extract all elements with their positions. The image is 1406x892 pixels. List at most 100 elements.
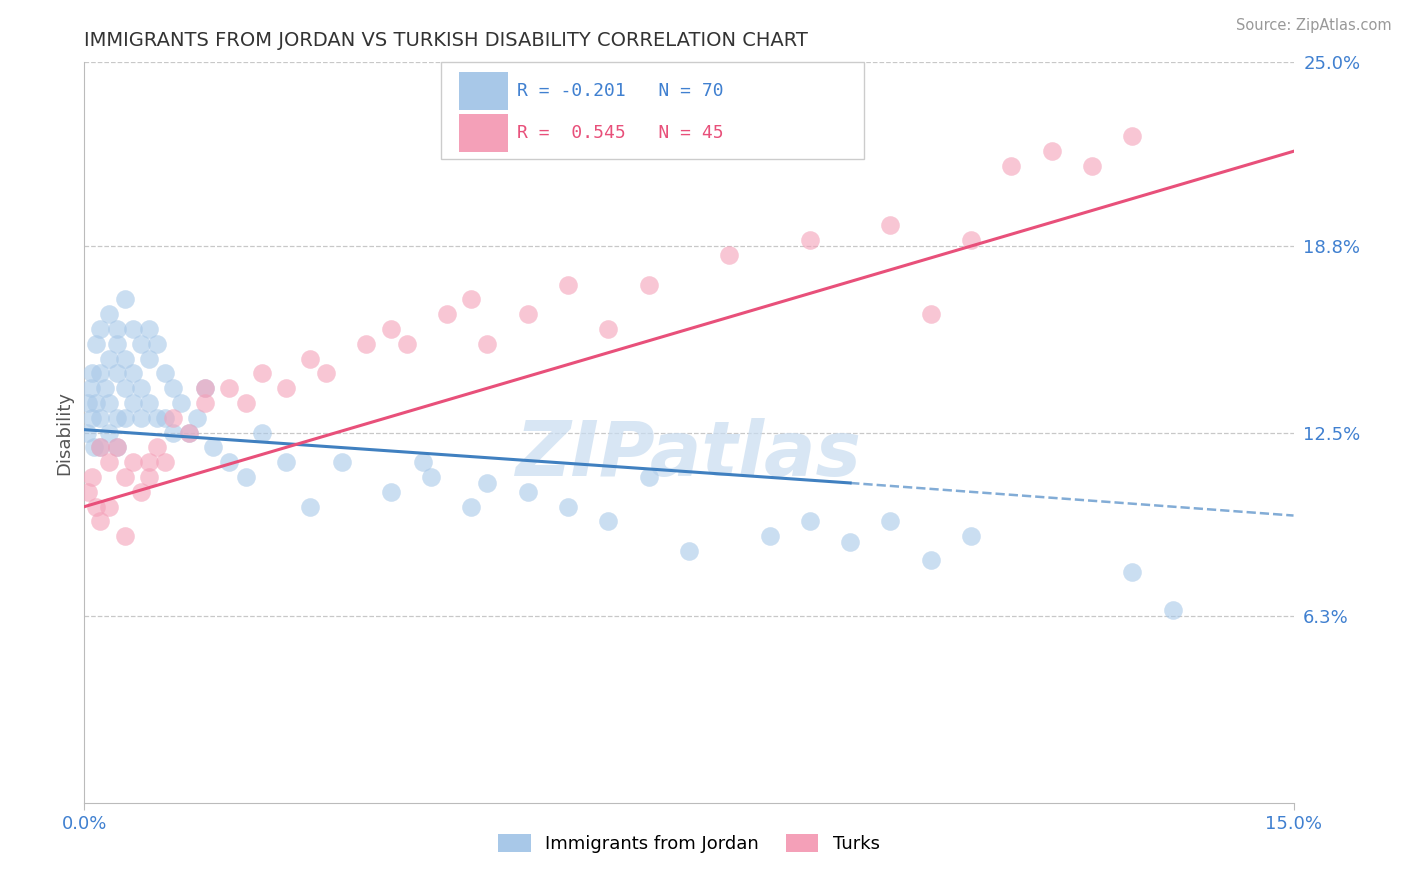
Point <box>97 455 120 469</box>
Point <box>77 396 100 410</box>
Point <box>637 277 659 292</box>
Point <box>960 529 983 543</box>
Point <box>114 410 136 425</box>
Point <box>460 293 482 307</box>
Point <box>170 396 193 410</box>
Point <box>235 470 257 484</box>
Point <box>879 515 901 529</box>
Point <box>129 381 152 395</box>
Point <box>93 381 115 395</box>
Point <box>920 553 942 567</box>
Point <box>114 381 136 395</box>
Point <box>97 351 120 366</box>
Point <box>82 470 104 484</box>
Point <box>598 515 620 529</box>
Point <box>105 410 128 425</box>
Point <box>920 307 942 321</box>
Point <box>86 396 108 410</box>
Point <box>114 351 136 366</box>
Point <box>121 455 143 469</box>
Legend: Immigrants from Jordan, Turks: Immigrants from Jordan, Turks <box>491 827 887 861</box>
Point <box>89 441 111 455</box>
Point <box>97 500 120 514</box>
Point <box>89 322 111 336</box>
Point <box>380 484 402 499</box>
Point <box>194 396 217 410</box>
Point <box>598 322 620 336</box>
Point <box>114 470 136 484</box>
Point <box>250 367 273 381</box>
Point <box>89 441 111 455</box>
Point <box>799 233 821 247</box>
Point <box>105 322 128 336</box>
Point <box>960 233 983 247</box>
Point <box>82 410 104 425</box>
Point <box>235 396 257 410</box>
Point <box>250 425 273 440</box>
Point <box>299 351 322 366</box>
Point <box>436 307 458 321</box>
Point <box>179 425 201 440</box>
Point <box>799 515 821 529</box>
Point <box>356 336 378 351</box>
Point <box>138 470 160 484</box>
Point <box>83 441 105 455</box>
Point <box>114 529 136 543</box>
Point <box>460 500 482 514</box>
Point <box>129 336 152 351</box>
Point <box>162 381 184 395</box>
Point <box>138 351 160 366</box>
Point <box>121 322 143 336</box>
Point <box>105 336 128 351</box>
Point <box>82 367 104 381</box>
Point <box>1000 159 1022 173</box>
Point <box>162 425 184 440</box>
Point <box>412 455 434 469</box>
Point <box>1081 159 1104 173</box>
Point <box>86 336 108 351</box>
Point <box>420 470 443 484</box>
Point <box>153 367 176 381</box>
Point <box>105 367 128 381</box>
Point <box>718 248 741 262</box>
Point <box>162 410 184 425</box>
Point <box>1121 565 1143 579</box>
Point <box>380 322 402 336</box>
Point <box>121 367 143 381</box>
Point <box>557 277 579 292</box>
Point <box>153 455 176 469</box>
Point <box>86 500 108 514</box>
Point <box>395 336 418 351</box>
Point <box>138 322 160 336</box>
Point <box>89 367 111 381</box>
Text: R =  0.545   N = 45: R = 0.545 N = 45 <box>517 124 724 142</box>
FancyBboxPatch shape <box>460 113 508 152</box>
FancyBboxPatch shape <box>441 62 865 159</box>
Point <box>274 381 297 395</box>
Point <box>274 455 297 469</box>
Point <box>97 307 120 321</box>
Point <box>179 425 201 440</box>
Y-axis label: Disability: Disability <box>55 391 73 475</box>
Point <box>1121 129 1143 144</box>
Point <box>516 484 538 499</box>
Point <box>76 425 98 440</box>
Point <box>218 381 240 395</box>
Point <box>129 484 152 499</box>
Point <box>146 441 169 455</box>
Point <box>186 410 208 425</box>
Point <box>330 455 353 469</box>
Text: Source: ZipAtlas.com: Source: ZipAtlas.com <box>1236 18 1392 33</box>
Point <box>97 396 120 410</box>
Text: R = -0.201   N = 70: R = -0.201 N = 70 <box>517 82 724 100</box>
Point <box>121 396 143 410</box>
Point <box>153 410 176 425</box>
Point <box>516 307 538 321</box>
Point <box>105 441 128 455</box>
Point <box>114 293 136 307</box>
Point <box>477 336 499 351</box>
Point <box>105 441 128 455</box>
Point <box>218 455 240 469</box>
Point <box>678 544 700 558</box>
Text: ZIPatlas: ZIPatlas <box>516 417 862 491</box>
